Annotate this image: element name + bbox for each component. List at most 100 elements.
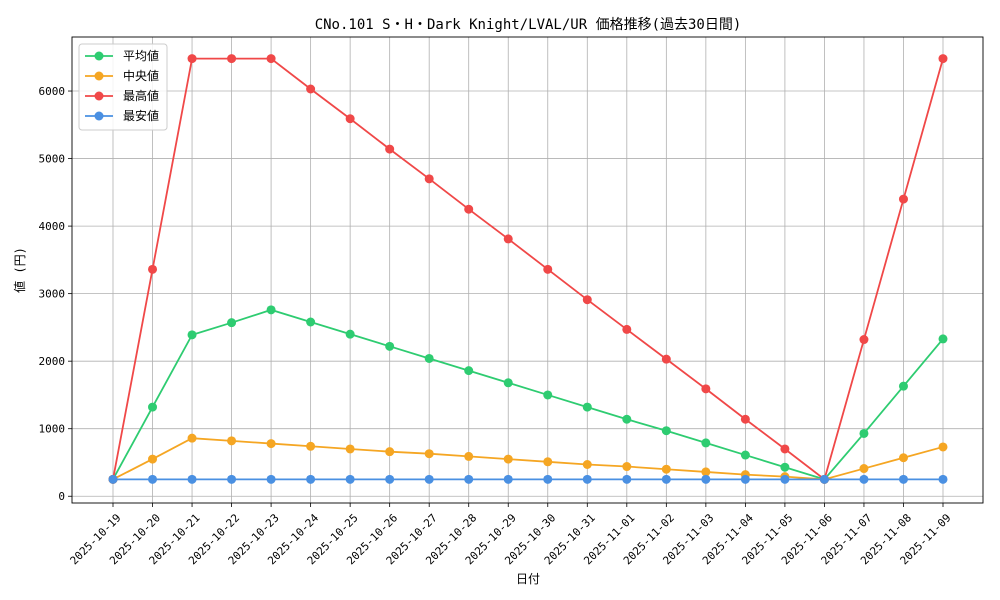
data-point xyxy=(306,317,316,327)
data-point xyxy=(345,474,355,484)
data-point xyxy=(780,444,790,454)
data-point xyxy=(148,454,158,464)
data-point xyxy=(385,341,395,351)
x-axis-label: 日付 xyxy=(516,572,540,586)
data-point xyxy=(859,474,869,484)
data-point xyxy=(938,54,948,64)
data-point xyxy=(701,474,711,484)
data-point xyxy=(661,354,671,364)
data-point xyxy=(859,428,869,438)
data-point xyxy=(503,234,513,244)
data-point xyxy=(898,381,908,391)
data-point xyxy=(464,204,474,214)
data-point xyxy=(622,474,632,484)
data-point xyxy=(385,144,395,154)
series-平均値 xyxy=(108,305,948,484)
data-point xyxy=(503,454,513,464)
legend-label: 平均値 xyxy=(123,48,159,63)
data-point xyxy=(464,366,474,376)
data-point xyxy=(661,426,671,436)
data-point xyxy=(227,474,237,484)
data-point xyxy=(187,433,197,443)
data-point xyxy=(306,474,316,484)
series-中央値 xyxy=(108,433,948,484)
data-point xyxy=(898,474,908,484)
data-point xyxy=(859,464,869,474)
data-point xyxy=(622,324,632,334)
y-tick-label: 6000 xyxy=(39,85,66,98)
data-point xyxy=(938,334,948,344)
data-point xyxy=(859,335,869,345)
data-point xyxy=(464,451,474,461)
data-point xyxy=(582,295,592,305)
chart-title: CNo.101 S・H・Dark Knight/LVAL/UR 価格推移(過去3… xyxy=(315,17,742,33)
y-tick-label: 5000 xyxy=(39,153,66,166)
y-tick-label: 1000 xyxy=(39,423,66,436)
legend-marker xyxy=(94,91,104,101)
data-point xyxy=(622,462,632,472)
data-point xyxy=(898,194,908,204)
data-point xyxy=(543,474,553,484)
legend-item: 中央値 xyxy=(85,68,159,83)
series-line xyxy=(112,308,944,481)
data-point xyxy=(266,305,276,315)
data-point xyxy=(424,174,434,184)
data-point xyxy=(543,457,553,467)
data-point xyxy=(740,450,750,460)
data-point xyxy=(385,447,395,457)
data-point xyxy=(266,439,276,449)
data-point xyxy=(266,54,276,64)
plot-frame xyxy=(71,36,984,504)
legend-label: 中央値 xyxy=(123,68,159,83)
series-最安値 xyxy=(108,474,948,484)
series-line xyxy=(112,437,944,481)
data-point xyxy=(148,474,158,484)
data-point xyxy=(701,467,711,477)
data-point xyxy=(227,318,237,328)
data-point xyxy=(148,264,158,274)
series-line xyxy=(112,57,944,481)
data-point xyxy=(187,54,197,64)
data-point xyxy=(780,474,790,484)
data-point xyxy=(345,114,355,124)
legend-item: 最高値 xyxy=(85,88,159,103)
y-tick-label: 2000 xyxy=(39,355,66,368)
data-point xyxy=(622,414,632,424)
data-point xyxy=(306,441,316,451)
data-point xyxy=(187,474,197,484)
y-tick-label: 3000 xyxy=(39,288,66,301)
y-tick-label: 4000 xyxy=(39,220,66,233)
data-point xyxy=(345,444,355,454)
data-point xyxy=(385,474,395,484)
data-point xyxy=(187,330,197,340)
data-point xyxy=(938,474,948,484)
data-point xyxy=(148,402,158,412)
legend-marker xyxy=(94,111,104,121)
data-point xyxy=(266,474,276,484)
data-point xyxy=(424,353,434,363)
data-point xyxy=(306,84,316,94)
axes-layer: 2025-10-192025-10-202025-10-212025-10-22… xyxy=(39,36,984,567)
data-point xyxy=(701,384,711,394)
legend-label: 最高値 xyxy=(123,88,159,103)
data-point xyxy=(740,474,750,484)
data-point xyxy=(938,442,948,452)
data-point xyxy=(108,474,118,484)
legend-item: 平均値 xyxy=(85,48,159,63)
legend-label: 最安値 xyxy=(123,108,159,123)
series-layer xyxy=(108,54,948,484)
data-point xyxy=(898,453,908,463)
data-point xyxy=(780,462,790,472)
data-point xyxy=(543,264,553,274)
data-point xyxy=(464,474,474,484)
data-point xyxy=(503,378,513,388)
legend-box xyxy=(78,43,168,131)
data-point xyxy=(424,474,434,484)
data-point xyxy=(701,438,711,448)
data-point xyxy=(661,474,671,484)
data-point xyxy=(227,436,237,446)
data-point xyxy=(661,464,671,474)
